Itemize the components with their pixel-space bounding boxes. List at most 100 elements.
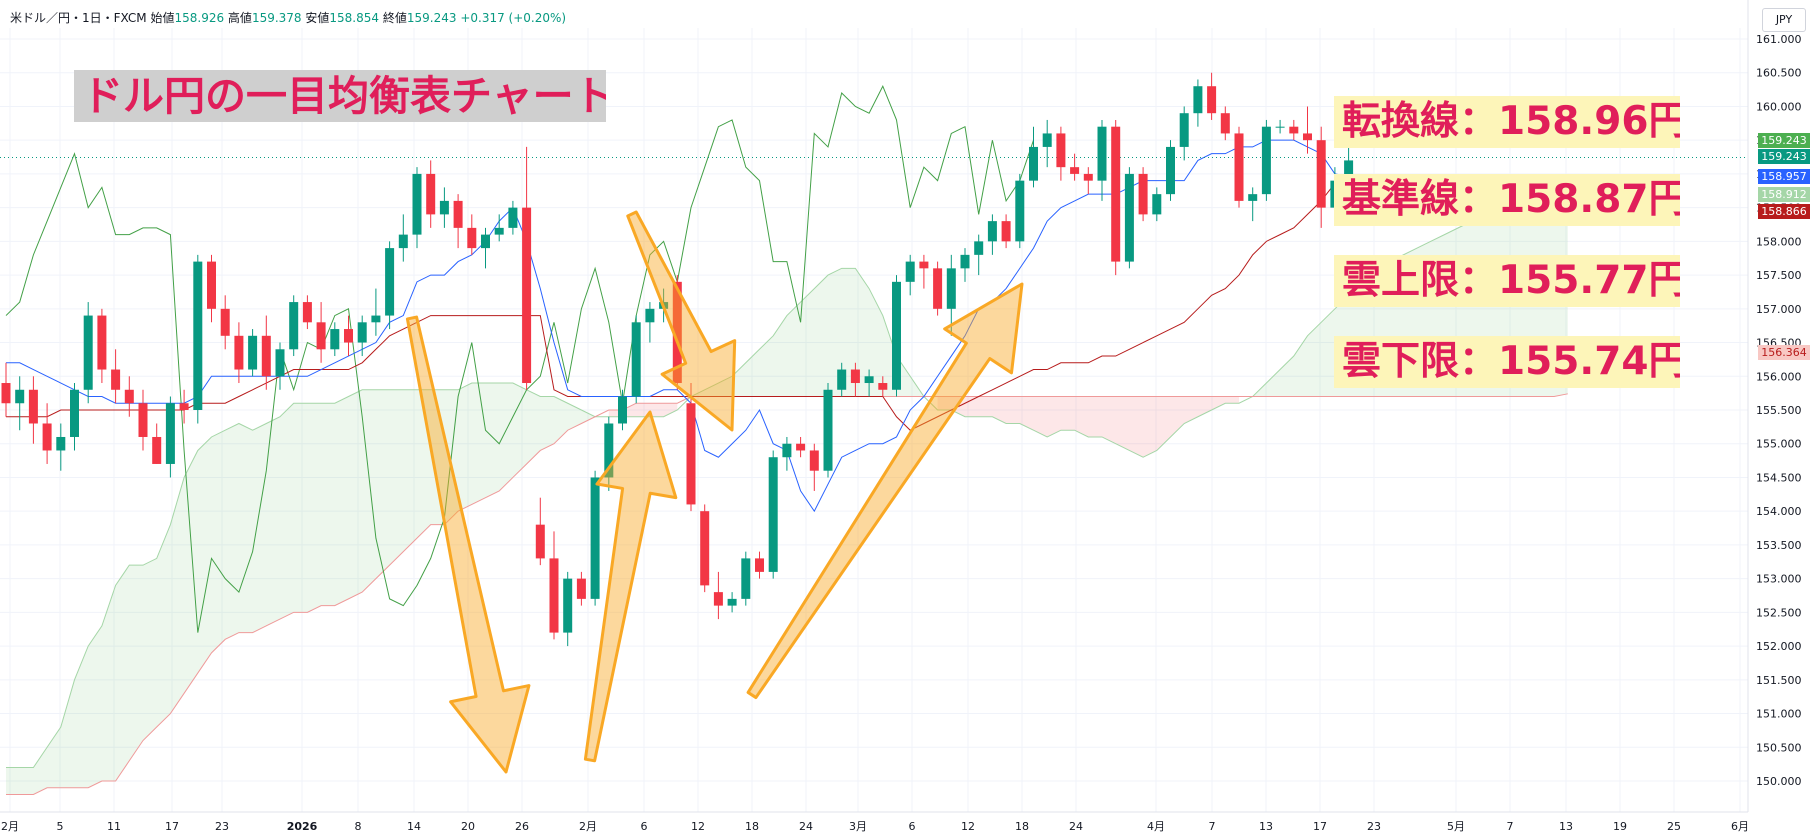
high-label: 高値 — [227, 11, 252, 25]
currency-button[interactable]: JPY — [1762, 8, 1806, 32]
close-value: 159.243 — [406, 11, 457, 25]
candle-body — [604, 423, 614, 478]
candle-body — [1029, 146, 1038, 181]
candle-body — [494, 227, 504, 235]
x-tick-label: 17 — [1313, 820, 1327, 833]
candle-body — [755, 558, 764, 572]
candle-body — [481, 234, 490, 249]
candle-body — [193, 261, 203, 410]
y-tick-label: 154.000 — [1756, 505, 1802, 518]
candle-body — [878, 383, 888, 390]
x-tick-label: 2026 — [287, 820, 318, 833]
candle-body — [974, 241, 984, 255]
x-tick-label: 13 — [1559, 820, 1573, 833]
x-tick-label: 12 — [961, 820, 975, 833]
candle-body — [467, 227, 477, 249]
candle-body — [508, 207, 518, 228]
x-tick-label: 20 — [461, 820, 475, 833]
trend-arrow-down-1 — [405, 315, 531, 774]
x-tick-label: 7 — [1209, 820, 1216, 833]
trend-arrow-up-2 — [746, 282, 1024, 700]
cloud-upper-info-box: 雲上限：155.77円 — [1334, 255, 1680, 307]
y-tick-label: 155.500 — [1756, 404, 1802, 417]
candle-body — [248, 335, 258, 370]
candle-body — [1001, 221, 1011, 242]
y-tick-label: 157.500 — [1756, 269, 1802, 282]
x-tick-label: 19 — [1613, 820, 1627, 833]
candle-body — [1097, 126, 1107, 181]
candle-body — [1207, 86, 1217, 114]
y-tick-label: 158.000 — [1756, 235, 1802, 248]
candle-body — [1261, 126, 1271, 195]
change-value: +0.317 (+0.20%) — [460, 11, 567, 25]
y-tick-label: 157.000 — [1756, 303, 1802, 316]
x-tick-label: 5 — [57, 820, 64, 833]
candle-body — [357, 322, 367, 343]
candle-body — [987, 221, 997, 242]
candle-body — [1220, 113, 1230, 134]
x-tick-label: 6月 — [1731, 820, 1749, 833]
candle-body — [138, 403, 148, 437]
x-tick-label: 7 — [1507, 820, 1514, 833]
candle-body — [741, 558, 751, 599]
candle-body — [946, 268, 956, 309]
candle-body — [220, 308, 230, 336]
candle-body — [713, 592, 723, 606]
candle-body — [289, 302, 299, 350]
x-tick-label: 12 — [691, 820, 705, 833]
price-tag-tenkan: 158.957 — [1758, 169, 1810, 184]
x-tick-label: 23 — [1367, 820, 1381, 833]
y-tick-label: 153.000 — [1756, 573, 1802, 586]
candle-body — [234, 335, 244, 370]
y-tick-label: 151.000 — [1756, 708, 1802, 721]
x-tick-label: 26 — [515, 820, 529, 833]
price-tag-last-green: 159.243 — [1758, 133, 1810, 148]
candle-body — [1070, 167, 1080, 174]
trend-arrow-up-1 — [583, 410, 678, 763]
candle-body — [618, 396, 627, 424]
candle-body — [796, 443, 806, 451]
symbol-name[interactable]: 米ドル／円・1日・FXCM — [10, 11, 147, 25]
candle-body — [933, 268, 943, 309]
x-tick-label: 24 — [1069, 820, 1083, 833]
candle-body — [1166, 146, 1175, 195]
candle-body — [1042, 133, 1052, 147]
candle-body — [275, 349, 285, 377]
candle-body — [960, 254, 970, 269]
trend-arrow-down-2 — [626, 210, 737, 432]
candle-body — [631, 322, 641, 397]
x-tick-label: 18 — [745, 820, 759, 833]
x-tick-label: 8 — [355, 820, 362, 833]
x-tick-label: 2月 — [579, 820, 597, 833]
y-tick-label: 160.000 — [1756, 100, 1802, 113]
y-tick-label: 150.500 — [1756, 741, 1802, 754]
price-tag-last: 159.243 — [1758, 149, 1810, 164]
candle-body — [1111, 126, 1121, 262]
candle-body — [398, 234, 408, 249]
open-value: 158.926 — [174, 11, 225, 25]
candle-body — [1015, 180, 1025, 242]
candle-body — [850, 369, 860, 384]
cloud-fill-red — [937, 396, 1239, 458]
candle-body — [549, 558, 559, 633]
candle-body — [439, 200, 449, 215]
candle-body — [330, 329, 340, 350]
candle-body — [809, 450, 819, 471]
y-tick-label: 156.000 — [1756, 370, 1802, 383]
candle-body — [453, 200, 463, 228]
y-tick-label: 151.500 — [1756, 674, 1802, 687]
candle-body — [522, 207, 532, 384]
price-tag-span-a: 158.912 — [1758, 187, 1810, 202]
candle-body — [152, 436, 162, 464]
candle-body — [672, 281, 682, 384]
candle-body — [1124, 173, 1134, 262]
x-tick-label: 23 — [215, 820, 229, 833]
candle-body — [83, 315, 93, 390]
candle-body — [97, 315, 107, 370]
candle-body — [563, 578, 573, 633]
candle-body — [864, 376, 874, 384]
y-tick-label: 152.500 — [1756, 606, 1802, 619]
candle-body — [782, 443, 792, 458]
candle-body — [1303, 133, 1312, 141]
